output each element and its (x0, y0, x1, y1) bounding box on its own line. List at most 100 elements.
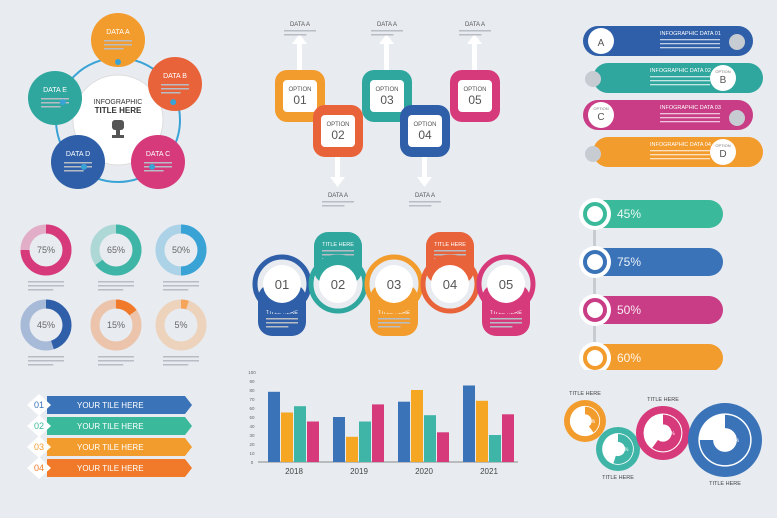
abcd-letter: C (597, 112, 604, 123)
arrow-up-icon (379, 34, 394, 44)
option-card (283, 80, 317, 112)
chart-svg: 0 10 20 30 40 50 60 70 80 90 100 2018 2019 2020 2021 (248, 370, 518, 476)
step-number: 04 (443, 277, 457, 292)
bar (281, 412, 293, 462)
donut-label: 15% (107, 320, 125, 330)
step-center (319, 265, 357, 303)
option-data-label: DATA A (377, 22, 397, 28)
option-card (370, 80, 404, 112)
ribbon-number: 01 (34, 400, 44, 410)
y-tick-label: 10 (249, 451, 255, 456)
donut-arc (180, 299, 189, 310)
cycle-node-text (144, 166, 172, 168)
step-text (434, 250, 466, 252)
donut-label: 50% (172, 245, 190, 255)
arrow-shaft (335, 157, 340, 179)
cycle-node-label: DATA B (163, 73, 187, 80)
y-tick-label: 30 (249, 433, 255, 438)
progress-label: 60% (617, 351, 641, 365)
y-tick-label: 40 (249, 424, 255, 429)
ribbon-number: 04 (34, 463, 44, 473)
y-tick-label: 50 (249, 415, 255, 420)
ribbon-band (47, 438, 192, 456)
ribbon-diamond (27, 394, 51, 416)
bar (359, 421, 371, 462)
donut-caption (163, 281, 199, 283)
cycle-node-text (41, 102, 69, 104)
step-number: 03 (387, 277, 401, 292)
y-tick-label: 70 (249, 397, 255, 402)
pie-cluster: 40% TITLE HERE 55% TITLE HERE 60% TITLE HERE 7… (560, 385, 775, 500)
donut-arc (115, 299, 137, 316)
pie-label: 40% (585, 419, 596, 425)
cycle-node-text (161, 92, 181, 94)
bar (307, 421, 319, 462)
option-data-label: DATA A (415, 193, 435, 199)
option-data-text (322, 201, 354, 203)
step-center (263, 265, 301, 303)
cycle-node-text (41, 106, 61, 108)
arrow-up-icon (292, 34, 307, 44)
donuts-grid: 75% 65% 50% 45% 15% 5% (18, 220, 218, 370)
abcd-badge (710, 65, 736, 91)
pie-label: 75% (729, 438, 740, 444)
abcd-text (650, 154, 710, 156)
option-number: 05 (468, 93, 482, 107)
step-text (378, 326, 401, 328)
step-text (322, 250, 354, 252)
step-center (431, 265, 469, 303)
chat-icon (729, 34, 745, 50)
option-card (408, 115, 442, 147)
donut-caption (98, 281, 134, 283)
arrow-shaft (384, 42, 389, 70)
cycle-node-label: DATA E (43, 87, 67, 94)
bar (294, 406, 306, 462)
y-tick-label: 60 (249, 406, 255, 411)
progress-label: 45% (617, 207, 641, 221)
step-title: TITLE HERE (322, 242, 354, 248)
donut-caption (163, 356, 199, 358)
option-label: OPTION (326, 122, 349, 128)
trophy-icon (112, 120, 124, 138)
step-number: 02 (331, 277, 345, 292)
abcd-title: INFOGRAPHIC DATA 04 (650, 142, 711, 148)
abcd-badge (588, 102, 614, 128)
pie-title: TITLE HERE (569, 391, 601, 397)
ribbon-label: YOUR TILE HERE (77, 422, 144, 431)
donut-arc (45, 299, 72, 350)
abcd-badge-tag: OPTION (715, 143, 730, 148)
option-number: 03 (380, 93, 394, 107)
step-text (266, 318, 298, 320)
abcd-letter: B (720, 75, 727, 86)
pie-arc (699, 414, 751, 466)
ribbon-diamond (27, 457, 51, 479)
step-number: 05 (499, 277, 513, 292)
arrow-down-icon (330, 177, 345, 187)
bar (372, 404, 384, 462)
ribbon-number: 03 (34, 442, 44, 452)
step-text (266, 326, 289, 328)
x-tick-label: 2018 (285, 467, 303, 476)
bar (268, 391, 280, 462)
bar (463, 385, 475, 462)
cycle-node-text (104, 40, 132, 42)
y-tick-label: 20 (249, 442, 255, 447)
cycle-dot (59, 99, 66, 106)
cycle-dot (149, 163, 156, 170)
step-text (266, 322, 298, 324)
arrow-shaft (297, 42, 302, 70)
bar (411, 390, 423, 462)
abcd-badge (710, 139, 736, 165)
donut-caption (98, 360, 134, 362)
abcd-band (583, 100, 753, 130)
abcd-text (660, 113, 720, 115)
abcd-text (660, 43, 720, 45)
progress-icon (583, 298, 607, 322)
option-data-label: DATA A (290, 22, 310, 28)
pie-title: TITLE HERE (647, 397, 679, 403)
cycle-node-label: DATA D (66, 151, 90, 158)
step-ring (476, 254, 536, 314)
cycle-node-text (64, 166, 92, 168)
abcd-text (660, 117, 720, 119)
